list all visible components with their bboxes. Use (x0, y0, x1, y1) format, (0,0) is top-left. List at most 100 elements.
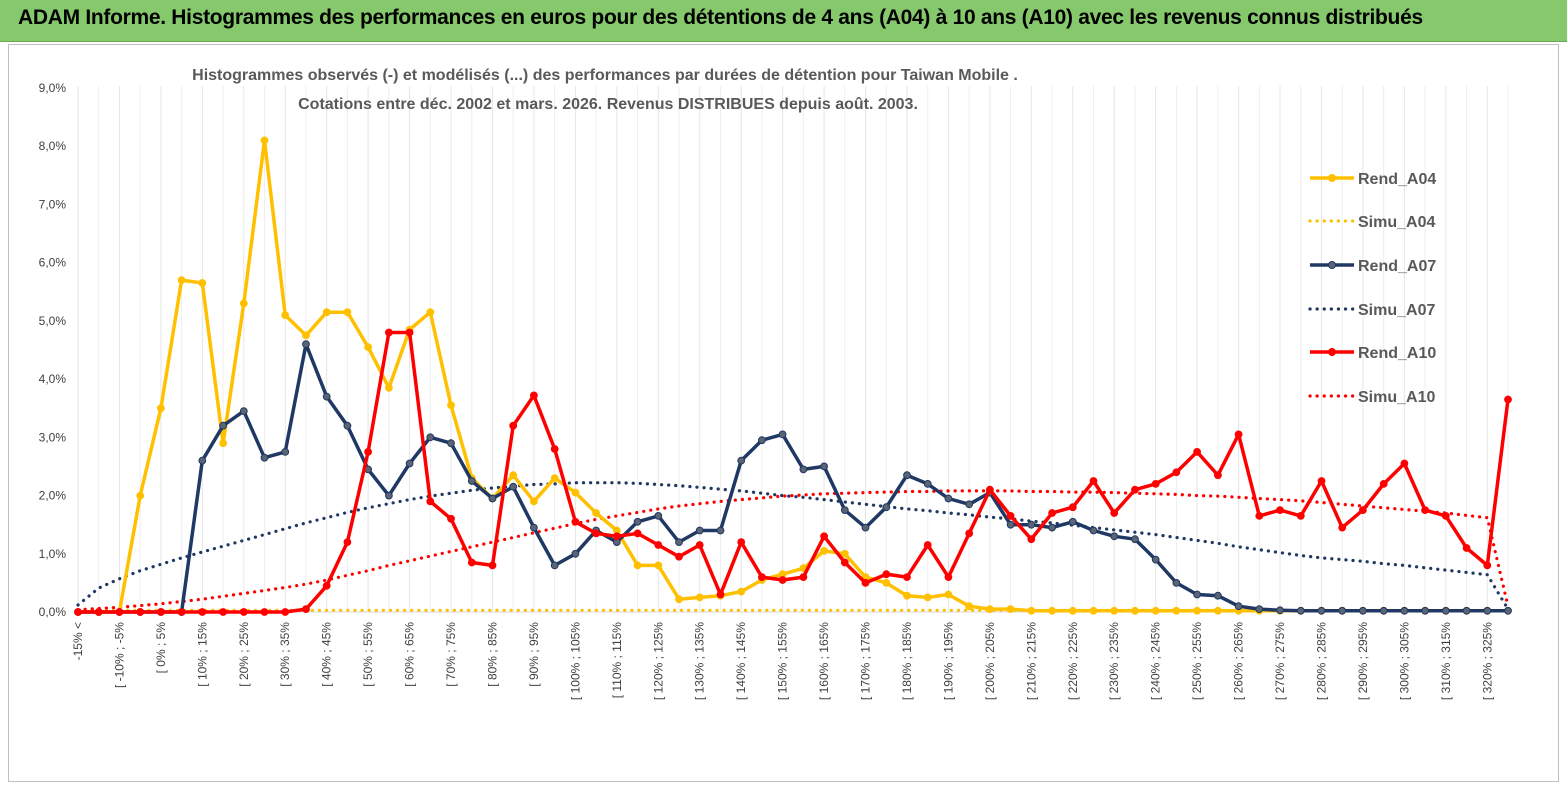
series-rend-a07-point (260, 453, 269, 462)
x-tick-label: [ 210% ; 215% (1024, 622, 1038, 700)
series-rend-a10-point (488, 561, 497, 570)
series-rend-a07-point (1255, 605, 1264, 613)
series-rend-a10-point (882, 570, 891, 579)
series-rend-a10-point (695, 541, 704, 549)
series-rend-a10-point (1421, 506, 1429, 515)
x-tick-label: [ 240% ; 245% (1149, 622, 1163, 700)
series-rend-a10-point (1089, 477, 1098, 485)
x-tick-label: [ 260% ; 265% (1232, 622, 1246, 700)
series-rend-a07-point (322, 392, 331, 401)
x-axis: -15% < [ -10% ; -5% [ 0% ; 5% [ 10% ; 15% [ … (71, 622, 1494, 700)
series-rend-a04-point (965, 602, 974, 611)
series-rend-a10-point (219, 608, 228, 616)
series-rend-a07-line (78, 342, 1508, 614)
x-tick-label: [ 160% ; 165% (817, 622, 831, 700)
series-rend-a10-point (467, 558, 476, 567)
series-rend-a07-point (1400, 606, 1409, 615)
series-rend-a10-point (1400, 459, 1409, 468)
series-rend-a07-point (530, 523, 538, 532)
series-simu-a07-line (76, 481, 1510, 611)
series-rend-a04-point (364, 343, 373, 352)
series-rend-a10-point (1048, 509, 1056, 517)
series-rend-a10-point (1172, 468, 1181, 477)
series-rend-a04-point (177, 276, 186, 285)
series-rend-a07-point (882, 503, 891, 512)
series-rend-a07-point (1006, 520, 1015, 529)
series-rend-a07-point (447, 439, 455, 448)
series-rend-a10-point (1276, 506, 1284, 515)
series-rend-a04-point (385, 383, 393, 392)
series-rend-a04-point (695, 593, 704, 602)
series-simu-a10-line (76, 489, 1510, 612)
x-tick-label: [ 320% ; 325% (1480, 622, 1494, 700)
series-rend-a07-point (343, 421, 352, 430)
series-rend-a10-point (799, 573, 808, 581)
series-rend-a04-point (1089, 606, 1098, 615)
x-tick-label: [ 140% ; 145% (734, 622, 748, 700)
series-rend-a04-point (550, 474, 559, 483)
x-tick-label: [ 0% ; 5% (154, 622, 168, 674)
x-tick-label: [ 280% ; 285% (1314, 622, 1328, 700)
x-tick-label: [ 150% ; 155% (776, 622, 790, 700)
series-rend-a04-point (592, 509, 600, 517)
series-rend-a04-point (509, 471, 518, 480)
series-rend-a07-point (488, 494, 497, 503)
x-tick-label: [ 100% ; 105% (568, 622, 582, 700)
series-rend-a07-point (1172, 579, 1181, 587)
series-rend-a04-line (78, 138, 1508, 614)
x-tick-label: [ 90% ; 95% (527, 622, 541, 687)
series-rend-a10-point (115, 608, 124, 616)
series-rend-a10-point (530, 391, 538, 400)
series-rend-a04-point (986, 605, 994, 613)
series-rend-a07-point (1193, 590, 1201, 599)
y-tick-label: 9,0% (39, 81, 67, 95)
series-rend-a07-point (1379, 606, 1388, 615)
series-rend-a07-point (1338, 606, 1347, 615)
series-rend-a10-point (1504, 395, 1512, 404)
series-rend-a10-point (944, 573, 953, 581)
series-rend-a04-point (136, 491, 145, 500)
series-rend-a04-point (1068, 606, 1077, 615)
series-rend-a04-point (1151, 606, 1160, 615)
legend-rend-a04-marker (1328, 174, 1336, 182)
series-rend-a04-point (675, 595, 683, 604)
x-tick-label: [ 250% ; 255% (1190, 622, 1204, 700)
series-rend-a10-point (633, 529, 642, 538)
chart-title-line2: Cotations entre déc. 2002 et mars. 2026.… (298, 96, 918, 113)
series-rend-a07-point (1048, 523, 1056, 532)
series-rend-a10-point (675, 552, 683, 561)
x-tick-label: [ 50% ; 55% (361, 622, 375, 687)
x-tick-label: [ 200% ; 205% (983, 622, 997, 700)
series-rend-a07-point (1317, 606, 1326, 615)
legend-rend-a10-marker (1328, 348, 1336, 356)
series-rend-a10-point (1110, 509, 1119, 517)
series-rend-a10-point (1006, 512, 1015, 520)
series-rend-a07-point (1359, 606, 1367, 615)
series-rend-a10-line (78, 330, 1510, 614)
x-tick-label: [ 220% ; 225% (1066, 622, 1080, 700)
series-rend-a07-point (1151, 555, 1160, 564)
series-rend-a07-point (1110, 532, 1119, 541)
series-rend-a07-point (1504, 606, 1512, 615)
series-rend-a07-point (405, 459, 414, 468)
series-rend-a04-point (281, 311, 290, 320)
series-rend-a04-point (820, 547, 828, 555)
series-rend-a04-point (882, 579, 891, 587)
series-rend-a04-point (426, 308, 435, 317)
series-rend-a10-point (343, 538, 352, 546)
y-tick-label: 8,0% (39, 139, 67, 153)
series-rend-a10-point (592, 529, 600, 538)
x-tick-label: [ 190% ; 195% (941, 622, 955, 700)
series-rend-a04-point (1006, 605, 1015, 613)
series-rend-a10-point (302, 605, 310, 613)
series-rend-a07-point (219, 421, 228, 430)
series-rend-a07-point (281, 448, 290, 456)
series-rend-a07-point (820, 462, 828, 471)
series-rend-a04-point (260, 136, 269, 145)
y-tick-label: 1,0% (39, 547, 67, 561)
series-rend-a04-point (302, 331, 310, 340)
x-tick-label: [ 130% ; 135% (693, 622, 707, 700)
series-rend-a10-point (1462, 544, 1471, 552)
legend-simu-a10-label: Simu_A10 (1358, 389, 1435, 406)
